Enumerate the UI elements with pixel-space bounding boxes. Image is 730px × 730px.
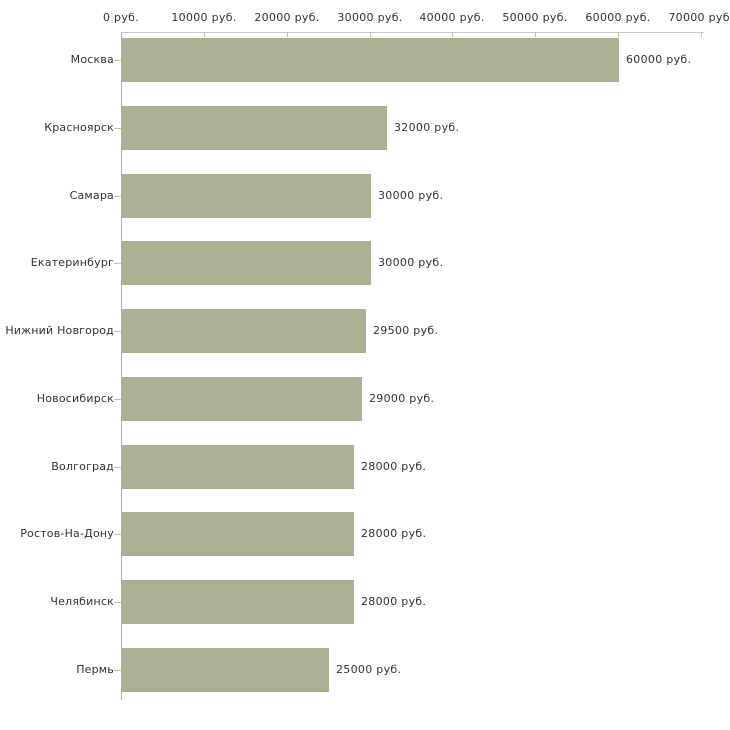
- x-axis-tick: [618, 32, 619, 37]
- bar-value-label: 25000 руб.: [336, 663, 402, 676]
- category-label: Челябинск: [50, 595, 114, 608]
- x-axis-tick-label: 20000 руб.: [254, 11, 320, 24]
- bar-value-label: 28000 руб.: [361, 527, 427, 540]
- bar-value-label: 29500 руб.: [373, 324, 439, 337]
- category-tick: [114, 534, 121, 535]
- x-axis-tick-label: 30000 руб.: [337, 11, 403, 24]
- x-axis-tick-label: 0 руб.: [102, 11, 140, 24]
- bar-row: Самара 30000 руб.: [0, 174, 730, 218]
- category-label: Красноярск: [44, 121, 114, 134]
- bar-value-label: 28000 руб.: [361, 595, 427, 608]
- category-tick: [114, 331, 121, 332]
- bar: [122, 106, 387, 150]
- x-axis-tick-label: 40000 руб.: [419, 11, 485, 24]
- category-tick: [114, 670, 121, 671]
- x-axis-tick: [701, 32, 702, 37]
- bar: [122, 241, 371, 285]
- category-label: Новосибирск: [36, 392, 114, 405]
- category-label: Ростов-На-Дону: [20, 527, 114, 540]
- category-label: Самара: [69, 189, 114, 202]
- x-axis-tick-label: 60000 руб.: [585, 11, 651, 24]
- bar: [122, 377, 362, 421]
- bar: [122, 38, 619, 82]
- bar: [122, 512, 354, 556]
- bar-row: Челябинск 28000 руб.: [0, 580, 730, 624]
- bar: [122, 309, 366, 353]
- bar-value-label: 30000 руб.: [378, 189, 444, 202]
- x-axis-tick: [370, 32, 371, 37]
- category-label: Нижний Новгород: [5, 324, 114, 337]
- bar: [122, 648, 329, 692]
- bar-row: Новосибирск 29000 руб.: [0, 377, 730, 421]
- category-label: Пермь: [76, 663, 114, 676]
- bar-row: Екатеринбург 30000 руб.: [0, 241, 730, 285]
- category-label: Москва: [70, 53, 114, 66]
- bar-row: Красноярск 32000 руб.: [0, 106, 730, 150]
- y-axis-line: [121, 32, 122, 700]
- bar: [122, 174, 371, 218]
- category-label: Екатеринбург: [30, 256, 114, 269]
- x-axis-tick-label: 10000 руб.: [171, 11, 237, 24]
- bar-value-label: 32000 руб.: [394, 121, 460, 134]
- bar: [122, 445, 354, 489]
- category-tick: [114, 196, 121, 197]
- bar-row: Пермь 25000 руб.: [0, 648, 730, 692]
- bar-value-label: 28000 руб.: [361, 460, 427, 473]
- bar: [122, 580, 354, 624]
- x-axis-tick: [452, 32, 453, 37]
- category-tick: [114, 128, 121, 129]
- bar-value-label: 30000 руб.: [378, 256, 444, 269]
- x-axis-tick-label: 70000 руб.: [668, 11, 730, 24]
- category-tick: [114, 602, 121, 603]
- x-axis-line: [121, 32, 704, 33]
- category-tick: [114, 399, 121, 400]
- category-tick: [114, 263, 121, 264]
- x-axis-tick: [287, 32, 288, 37]
- bar-row: Волгоград 28000 руб.: [0, 445, 730, 489]
- x-axis-tick: [535, 32, 536, 37]
- x-axis-tick: [204, 32, 205, 37]
- bar-row: Ростов-На-Дону 28000 руб.: [0, 512, 730, 556]
- bar-value-label: 29000 руб.: [369, 392, 435, 405]
- bar-value-label: 60000 руб.: [626, 53, 692, 66]
- category-label: Волгоград: [51, 460, 114, 473]
- bar-row: Нижний Новгород 29500 руб.: [0, 309, 730, 353]
- category-tick: [114, 60, 121, 61]
- bar-row: Москва 60000 руб.: [0, 38, 730, 82]
- category-tick: [114, 467, 121, 468]
- x-axis-tick-label: 50000 руб.: [502, 11, 568, 24]
